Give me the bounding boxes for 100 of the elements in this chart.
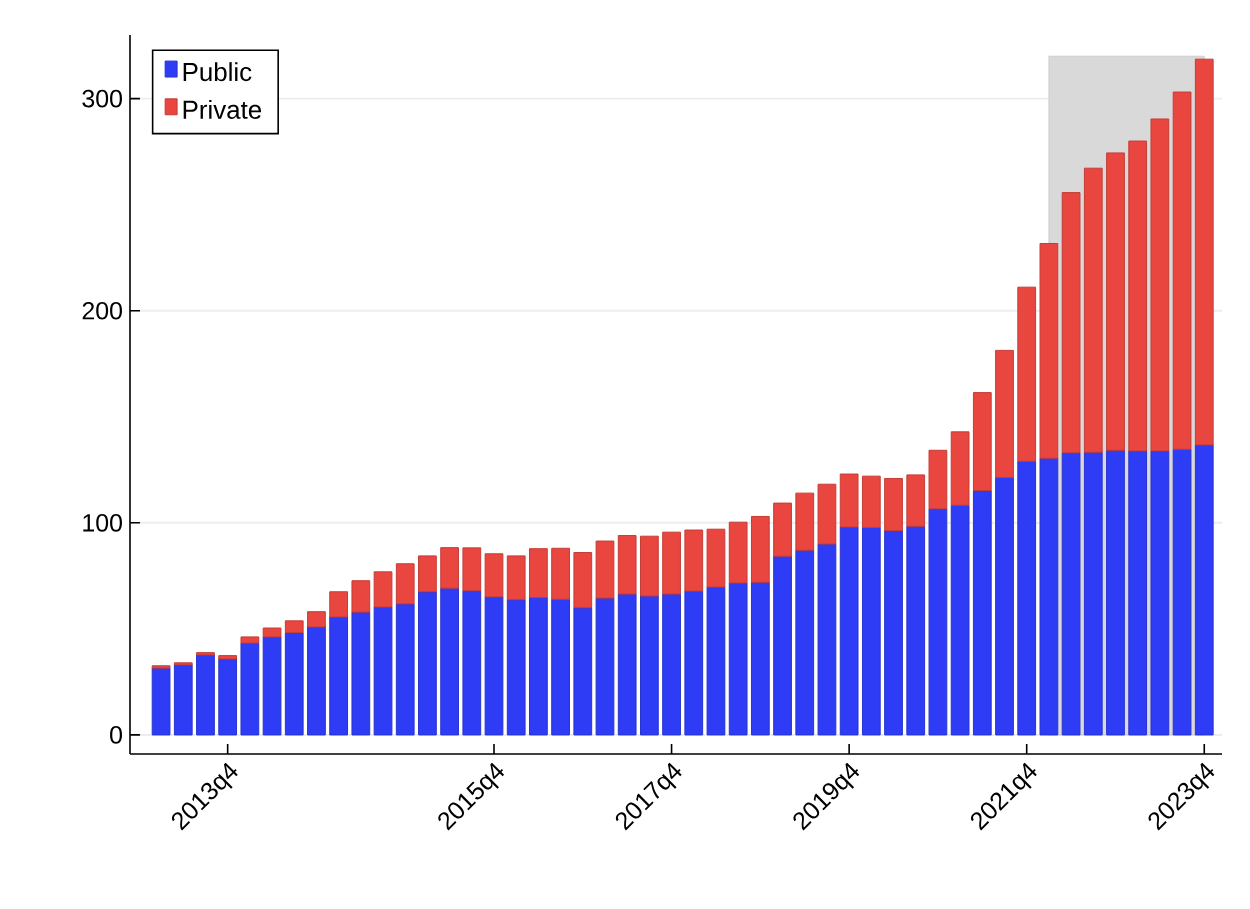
bar (750, 581, 770, 736)
bar (1150, 118, 1170, 452)
bar (1128, 450, 1148, 736)
bar (484, 596, 504, 736)
y-tick-label: 300 (82, 89, 122, 108)
bar (351, 580, 371, 613)
bar (861, 475, 881, 528)
bar (529, 596, 548, 736)
bar (395, 563, 415, 605)
bar (884, 530, 903, 736)
bar (484, 553, 504, 598)
bar (617, 535, 637, 595)
bar (1083, 451, 1103, 736)
bar (262, 627, 282, 638)
bar (573, 552, 593, 609)
bar (551, 598, 570, 736)
bar (928, 508, 948, 736)
bar (684, 590, 704, 736)
bar (373, 571, 393, 608)
bar (351, 611, 371, 736)
bar (595, 540, 615, 599)
bar (1150, 450, 1170, 736)
bar (307, 611, 326, 628)
bar (1106, 152, 1125, 451)
bar (728, 582, 748, 736)
bar (995, 476, 1014, 736)
bar (773, 502, 792, 557)
bar (1128, 140, 1148, 452)
bar (950, 504, 970, 736)
bar (1194, 444, 1214, 736)
bar (728, 521, 748, 584)
bar (395, 603, 415, 736)
bar (462, 547, 482, 592)
bar (1039, 457, 1059, 736)
bar (1017, 460, 1037, 736)
bar (262, 636, 282, 736)
legend-label: Public (183, 62, 252, 82)
bar (1172, 91, 1192, 450)
bar (329, 616, 349, 736)
bar (240, 636, 260, 644)
bar (1061, 192, 1081, 454)
bar (773, 555, 792, 736)
bar (1083, 167, 1103, 453)
bar (906, 474, 926, 527)
bar (884, 477, 903, 532)
bar (1061, 452, 1081, 736)
bar (861, 526, 881, 736)
bar (684, 529, 704, 592)
bar (706, 586, 726, 736)
bar (1194, 58, 1214, 446)
bar (795, 492, 815, 551)
bar (817, 543, 837, 736)
bar (573, 607, 593, 736)
bar (640, 535, 659, 597)
bar (750, 515, 770, 583)
bar (1039, 242, 1059, 459)
bar (418, 555, 437, 593)
bar (440, 547, 459, 589)
bar (284, 632, 304, 736)
bar (928, 449, 948, 510)
bar (218, 655, 238, 660)
bar (440, 587, 459, 736)
bar (173, 662, 193, 666)
bar (196, 652, 215, 656)
bar (839, 473, 859, 528)
bar (173, 664, 193, 736)
bar (218, 658, 238, 736)
bar (240, 642, 260, 736)
bar (1017, 286, 1037, 462)
bar (506, 599, 526, 736)
bar (418, 591, 437, 736)
bar (839, 526, 859, 736)
bar (906, 525, 926, 736)
bar (995, 349, 1014, 478)
bar (795, 549, 815, 736)
bar (640, 595, 659, 736)
bar (462, 590, 482, 736)
bar (617, 593, 637, 736)
bar (595, 597, 615, 736)
bar (551, 547, 570, 600)
bar (506, 555, 526, 601)
bar (529, 548, 548, 598)
bar (972, 392, 992, 492)
bar (662, 593, 681, 736)
bar (307, 626, 326, 736)
legend-label: Private (183, 99, 262, 119)
y-tick-label: 100 (83, 514, 122, 532)
y-tick-label: 200 (82, 301, 122, 320)
bar (706, 528, 726, 588)
bar (1106, 449, 1125, 736)
bar (950, 431, 970, 506)
bar (373, 606, 393, 736)
bar (151, 665, 171, 669)
bar (151, 667, 171, 736)
bar (196, 654, 215, 736)
bar (662, 531, 681, 595)
bar (972, 490, 992, 736)
y-tick-label: 0 (110, 726, 122, 744)
bar (329, 591, 349, 618)
bar (1172, 448, 1192, 736)
